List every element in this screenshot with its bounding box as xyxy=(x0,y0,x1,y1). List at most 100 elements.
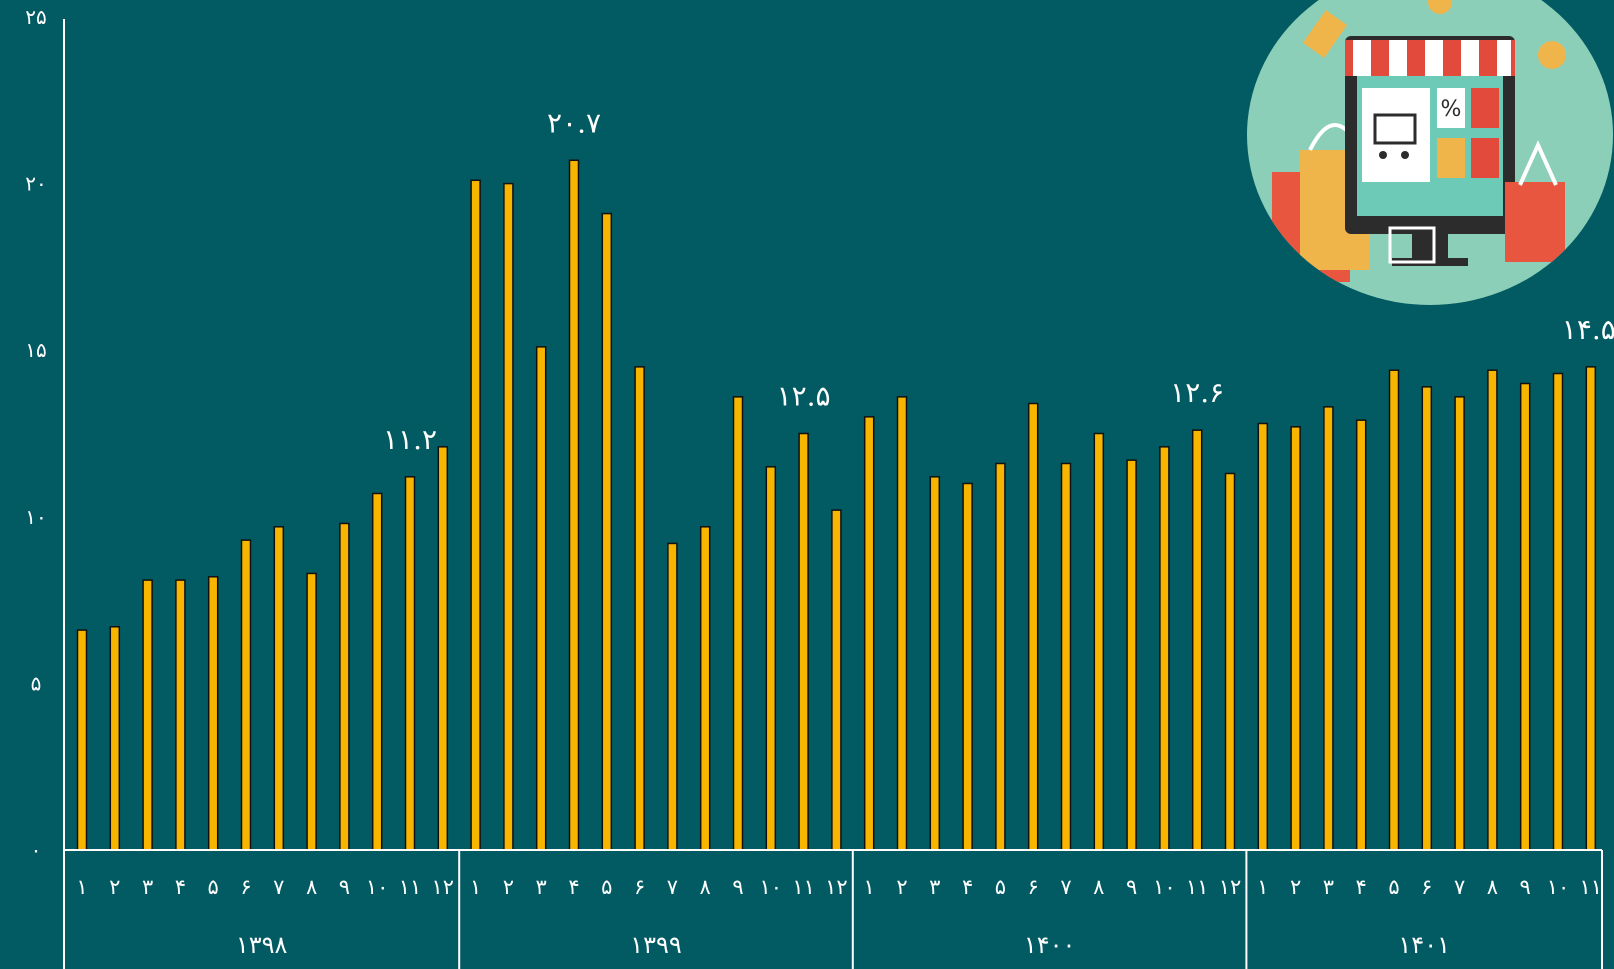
data-labels-layer: ۱۱.۲ ۲۰.۷ ۱۲.۵ ۱۲.۶ ۱۴.۵ xyxy=(383,106,1614,456)
month-tick-label: ۷ xyxy=(1060,875,1071,899)
bar xyxy=(437,446,449,851)
month-tick-label: ۴ xyxy=(568,875,579,899)
year-label: ۱۴۰۰ xyxy=(1024,931,1076,959)
bar xyxy=(1060,462,1072,851)
bar xyxy=(1257,422,1269,851)
month-tick-label: ۲ xyxy=(896,875,907,899)
data-label: ۱۲.۵ xyxy=(777,380,831,413)
bar xyxy=(962,482,973,851)
bar xyxy=(1093,432,1105,851)
month-tick-label: ۹ xyxy=(339,875,350,899)
month-tick-label: ۹ xyxy=(1520,875,1531,899)
month-tick-label: ۶ xyxy=(1028,875,1039,899)
bar xyxy=(1159,446,1170,851)
bar xyxy=(765,466,777,851)
month-tick-label: ۳ xyxy=(536,875,547,899)
month-tick-label: ۲ xyxy=(109,875,120,899)
bar xyxy=(339,522,350,851)
bar xyxy=(503,182,514,851)
bar xyxy=(863,416,875,851)
month-tick-label: ۱۰ xyxy=(1547,875,1570,899)
month-tick-label: ۱۱ xyxy=(792,875,815,899)
month-tick-label: ۱ xyxy=(864,875,875,899)
bar xyxy=(1323,406,1334,851)
bar xyxy=(732,396,744,851)
year-label: ۱۳۹۸ xyxy=(236,931,288,959)
year-label: ۱۳۹۹ xyxy=(630,931,682,959)
bar xyxy=(142,579,153,851)
month-tick-label: ۵ xyxy=(208,875,219,899)
data-label: ۱۴.۵ xyxy=(1562,313,1614,346)
month-tick-label: ۱ xyxy=(470,875,481,899)
month-tick-label: ۶ xyxy=(634,875,645,899)
month-tick-label: ۴ xyxy=(1356,875,1367,899)
bar xyxy=(1585,366,1597,851)
bar xyxy=(929,476,941,851)
month-tick-label: ۷ xyxy=(1454,875,1465,899)
month-tick-label: ۸ xyxy=(700,875,711,899)
bar xyxy=(1454,396,1465,851)
bar xyxy=(371,492,383,851)
month-tick-label: ۱۰ xyxy=(760,875,783,899)
bar xyxy=(404,476,416,851)
bar xyxy=(76,629,88,851)
bar xyxy=(667,542,678,851)
bar xyxy=(535,346,547,851)
online-shop-icon: % xyxy=(1247,0,1613,305)
bar xyxy=(175,579,186,851)
bar xyxy=(831,509,842,851)
month-tick-label: ۱ xyxy=(76,875,87,899)
y-tick-label: ۰ xyxy=(31,838,42,862)
month-tick-label: ۲ xyxy=(503,875,514,899)
y-tick-label: ۲۰ xyxy=(25,172,46,196)
month-tick-label: ۶ xyxy=(240,875,251,899)
month-tick-label: ۱۲ xyxy=(825,875,848,899)
bar xyxy=(1487,369,1498,851)
data-label: ۱۱.۲ xyxy=(383,423,437,456)
month-tick-label: ۱ xyxy=(1257,875,1268,899)
month-tick-label: ۳ xyxy=(142,875,153,899)
month-tick-label: ۵ xyxy=(601,875,612,899)
bar xyxy=(109,626,121,851)
bar xyxy=(207,576,219,851)
bars-layer xyxy=(76,159,1597,851)
month-tick-label: ۸ xyxy=(306,875,317,899)
x-axis: ۱ ۲ ۳ ۴ ۵ ۶ ۷ ۸ ۹ ۱۰ ۱۱ ۱۲ ۱ ۲ ۳ ۴ ۵ ۶ ۷ ۸ ۹ ۱۰ ۱۱ ۱۲ ۱ ۲ ۳ ۴ ۵ ۶ ۷ ۸ ۹ ۱… xyxy=(63,849,1603,969)
bar xyxy=(306,572,317,851)
bar xyxy=(1355,419,1367,851)
year-label: ۱۴۰۱ xyxy=(1398,931,1450,959)
bar xyxy=(1126,459,1137,851)
month-tick-label: ۹ xyxy=(1126,875,1137,899)
month-tick-label: ۱۲ xyxy=(432,875,455,899)
data-label: ۱۲.۶ xyxy=(1170,376,1224,409)
y-tick-label: ۵ xyxy=(31,671,42,695)
month-tick-label: ۸ xyxy=(1487,875,1498,899)
bar xyxy=(896,396,908,851)
month-tick-label: ۳ xyxy=(929,875,940,899)
bar xyxy=(1027,402,1039,851)
month-tick-label: ۷ xyxy=(667,875,678,899)
month-tick-label: ۴ xyxy=(962,875,973,899)
month-tick-label: ۴ xyxy=(175,875,186,899)
y-tick-label: ۲۵ xyxy=(25,5,46,29)
bar xyxy=(273,526,285,851)
bar xyxy=(798,432,809,851)
data-label: ۲۰.۷ xyxy=(547,106,601,139)
bar xyxy=(601,212,613,851)
bar xyxy=(1552,372,1564,851)
month-tick-label: ۱۱ xyxy=(1580,875,1603,899)
bar xyxy=(995,462,1006,851)
y-axis: ۰ ۵ ۱۰ ۱۵ ۲۰ ۲۵ xyxy=(25,5,65,969)
bar xyxy=(1519,382,1531,851)
month-tick-label: ۳ xyxy=(1323,875,1334,899)
bar xyxy=(470,179,481,851)
month-tick-label: ۱۰ xyxy=(366,875,389,899)
month-tick-label: ۲ xyxy=(1290,875,1301,899)
svg-text:%: % xyxy=(1441,97,1462,122)
bar xyxy=(1224,472,1236,851)
bar xyxy=(1421,386,1433,851)
bar xyxy=(568,159,580,851)
month-tick-label: ۹ xyxy=(732,875,743,899)
y-tick-label: ۱۰ xyxy=(25,505,46,529)
